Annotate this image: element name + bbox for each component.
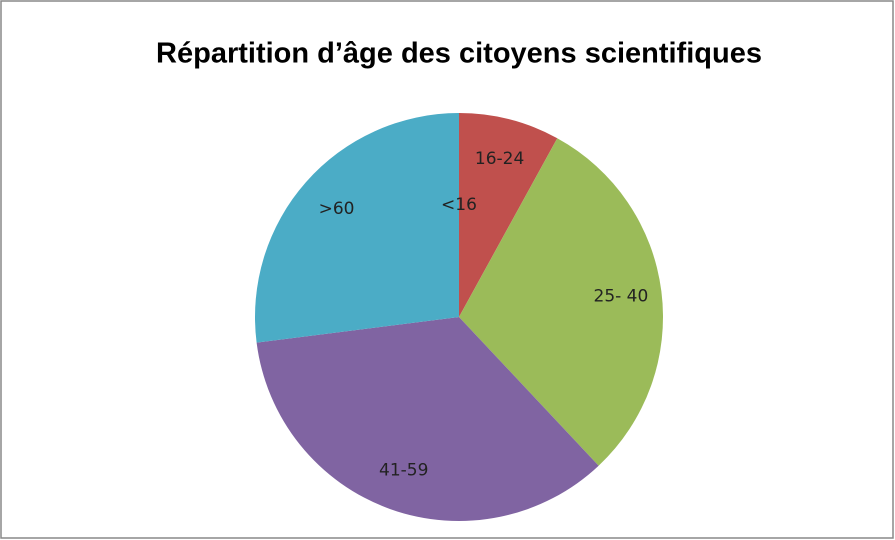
pie-slice xyxy=(459,138,663,466)
chart-title: Répartition d’âge des citoyens scientifi… xyxy=(156,38,762,70)
slice-label: 16-24 xyxy=(475,149,524,169)
pie-slice xyxy=(459,113,558,317)
pie-slice xyxy=(255,113,459,343)
slice-label: 41-59 xyxy=(379,461,428,481)
slice-label: 25- 40 xyxy=(594,287,649,307)
slice-label: <16 xyxy=(441,195,477,215)
slice-label: >60 xyxy=(319,199,355,219)
pie-slice xyxy=(256,317,599,521)
